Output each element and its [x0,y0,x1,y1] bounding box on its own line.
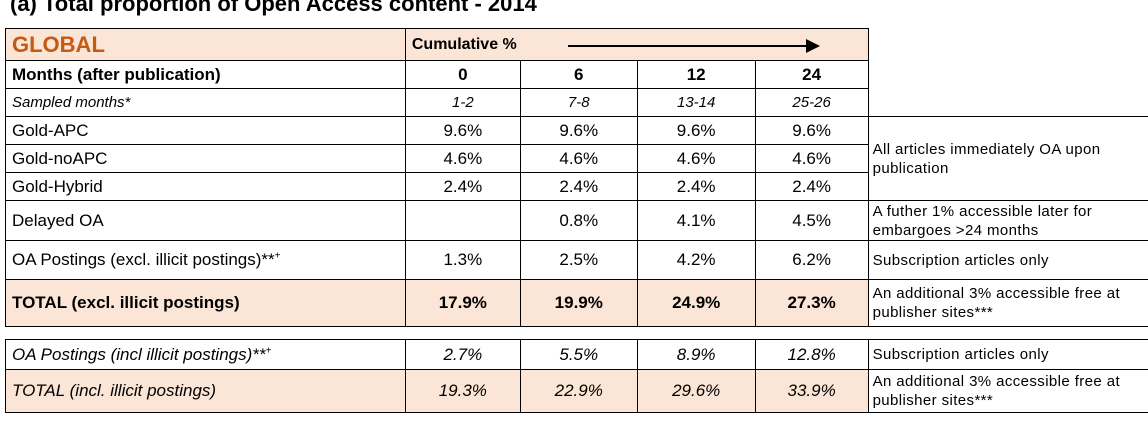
value-cell: 9.6% [636,116,756,145]
sampled: 7-8 [519,88,638,117]
value-cell: 4.6% [404,144,521,173]
note: An additional 3% accessible free at publ… [867,369,1148,413]
month: 12 [636,60,756,89]
cumulative-label: Cumulative % [411,35,517,53]
row-label-text: OA Postings (excl. illicit postings)** [12,250,275,269]
value-cell: 9.6% [754,116,869,145]
row: Gold-noAPC 4.6% 4.6% 4.6% 4.6% [5,144,1148,173]
value-cell: 27.3% [754,279,869,327]
blank [867,28,1148,61]
total-row: TOTAL (excl. illicit postings) 17.9% 19.9%… [5,279,1148,327]
footnote-mark: + [274,250,281,262]
illicit-table: OA Postings (incl illicit postings)**+ 2.… [5,339,1148,413]
region: GLOBAL [5,28,406,61]
months-row: Months (after publication) 0 6 12 24 [5,60,1148,89]
row-label: OA Postings (excl. illicit postings)**+ [5,240,406,280]
row-label-text: Gold-Hybrid [12,176,103,196]
value-cell: 2.4% [754,172,869,201]
region-row: GLOBAL Cumulative % [5,28,1148,61]
value-cell: 0.8% [519,200,638,241]
sampled: 1-2 [404,88,521,117]
value-cell: 29.6% [636,369,756,413]
value-cell: 9.6% [519,116,638,145]
row-label-text: TOTAL (incl. illicit postings) [12,381,217,400]
value-cell [404,200,521,241]
row-label: Delayed OA [5,200,406,241]
note: A futher 1% accessible later for embargo… [867,200,1148,241]
value-cell: 4.2% [636,240,756,280]
row-label-text: Gold-APC [12,120,89,140]
value-cell: 22.9% [519,369,638,413]
sampled-row: Sampled months* 1-2 7-8 13-14 25-26 [5,88,1148,117]
row: OA Postings (excl. illicit postings)**+ 1… [5,240,1148,280]
value-cell: 2.7% [404,339,521,370]
sampled: 25-26 [754,88,869,117]
value-cell: 4.6% [636,144,756,173]
title: (a) Total proportion of Open Access cont… [10,0,537,16]
value-cell: 2.4% [636,172,756,201]
row-label-text: Gold-noAPC [12,148,108,168]
row: OA Postings (incl illicit postings)**+ 2.… [5,339,1148,370]
month: 6 [519,60,638,89]
row-label: Gold-noAPC [5,144,406,173]
main-table: GLOBAL Cumulative % Months (after public… [5,28,1148,327]
note: An additional 3% accessible free at publ… [867,279,1148,327]
value-cell: 33.9% [754,369,869,413]
row: Gold-APC 9.6% 9.6% 9.6% 9.6% All articles imm… [5,116,1148,201]
footnote-mark: + [265,344,272,356]
value-cell: 17.9% [404,279,521,327]
value-cell: 19.3% [404,369,521,413]
month: 0 [404,60,521,89]
sampled: 13-14 [636,88,756,117]
month: 24 [754,60,869,89]
value-cell: 19.9% [519,279,638,327]
value-cell: 9.6% [404,116,521,145]
sampled-label: Sampled months* [5,88,406,117]
months-label: Months (after publication) [5,60,406,89]
note: Subscription articles only [867,339,1148,370]
row: Delayed OA 0.8% 4.1% 4.5% A futher 1% access… [5,200,1148,241]
cumulative-cell: Cumulative % [404,28,869,61]
value-cell: 4.5% [754,200,869,241]
value-cell: 4.1% [636,200,756,241]
value-cell: 24.9% [636,279,756,327]
blank [867,88,1148,117]
row-label-text: TOTAL (excl. illicit postings) [12,293,240,312]
row-label: OA Postings (incl illicit postings)**+ [5,339,406,370]
value-cell: 5.5% [519,339,638,370]
value-cell: 4.6% [519,144,638,173]
value-cell: 2.5% [519,240,638,280]
row-label: Gold-APC [5,116,406,145]
total-row: TOTAL (incl. illicit postings) 19.3% 22.9%… [5,369,1148,413]
value-cell: 2.4% [404,172,521,201]
note: All articles immediately OA upon publica… [867,116,1148,201]
row-label: TOTAL (excl. illicit postings) [5,279,406,327]
note: Subscription articles only [867,240,1148,280]
value-cell: 6.2% [754,240,869,280]
blank [867,60,1148,89]
value-cell: 8.9% [636,339,756,370]
row: Gold-Hybrid 2.4% 2.4% 2.4% 2.4% [5,172,1148,201]
row-label: TOTAL (incl. illicit postings) [5,369,406,413]
arrow [567,38,820,53]
row-label-text: Delayed OA [12,210,104,230]
row-label-text: OA Postings (incl illicit postings)** [12,344,266,364]
row-label: Gold-Hybrid [5,172,406,201]
value-cell: 2.4% [519,172,638,201]
value-cell: 12.8% [754,339,869,370]
value-cell: 4.6% [754,144,869,173]
value-cell: 1.3% [404,240,521,280]
